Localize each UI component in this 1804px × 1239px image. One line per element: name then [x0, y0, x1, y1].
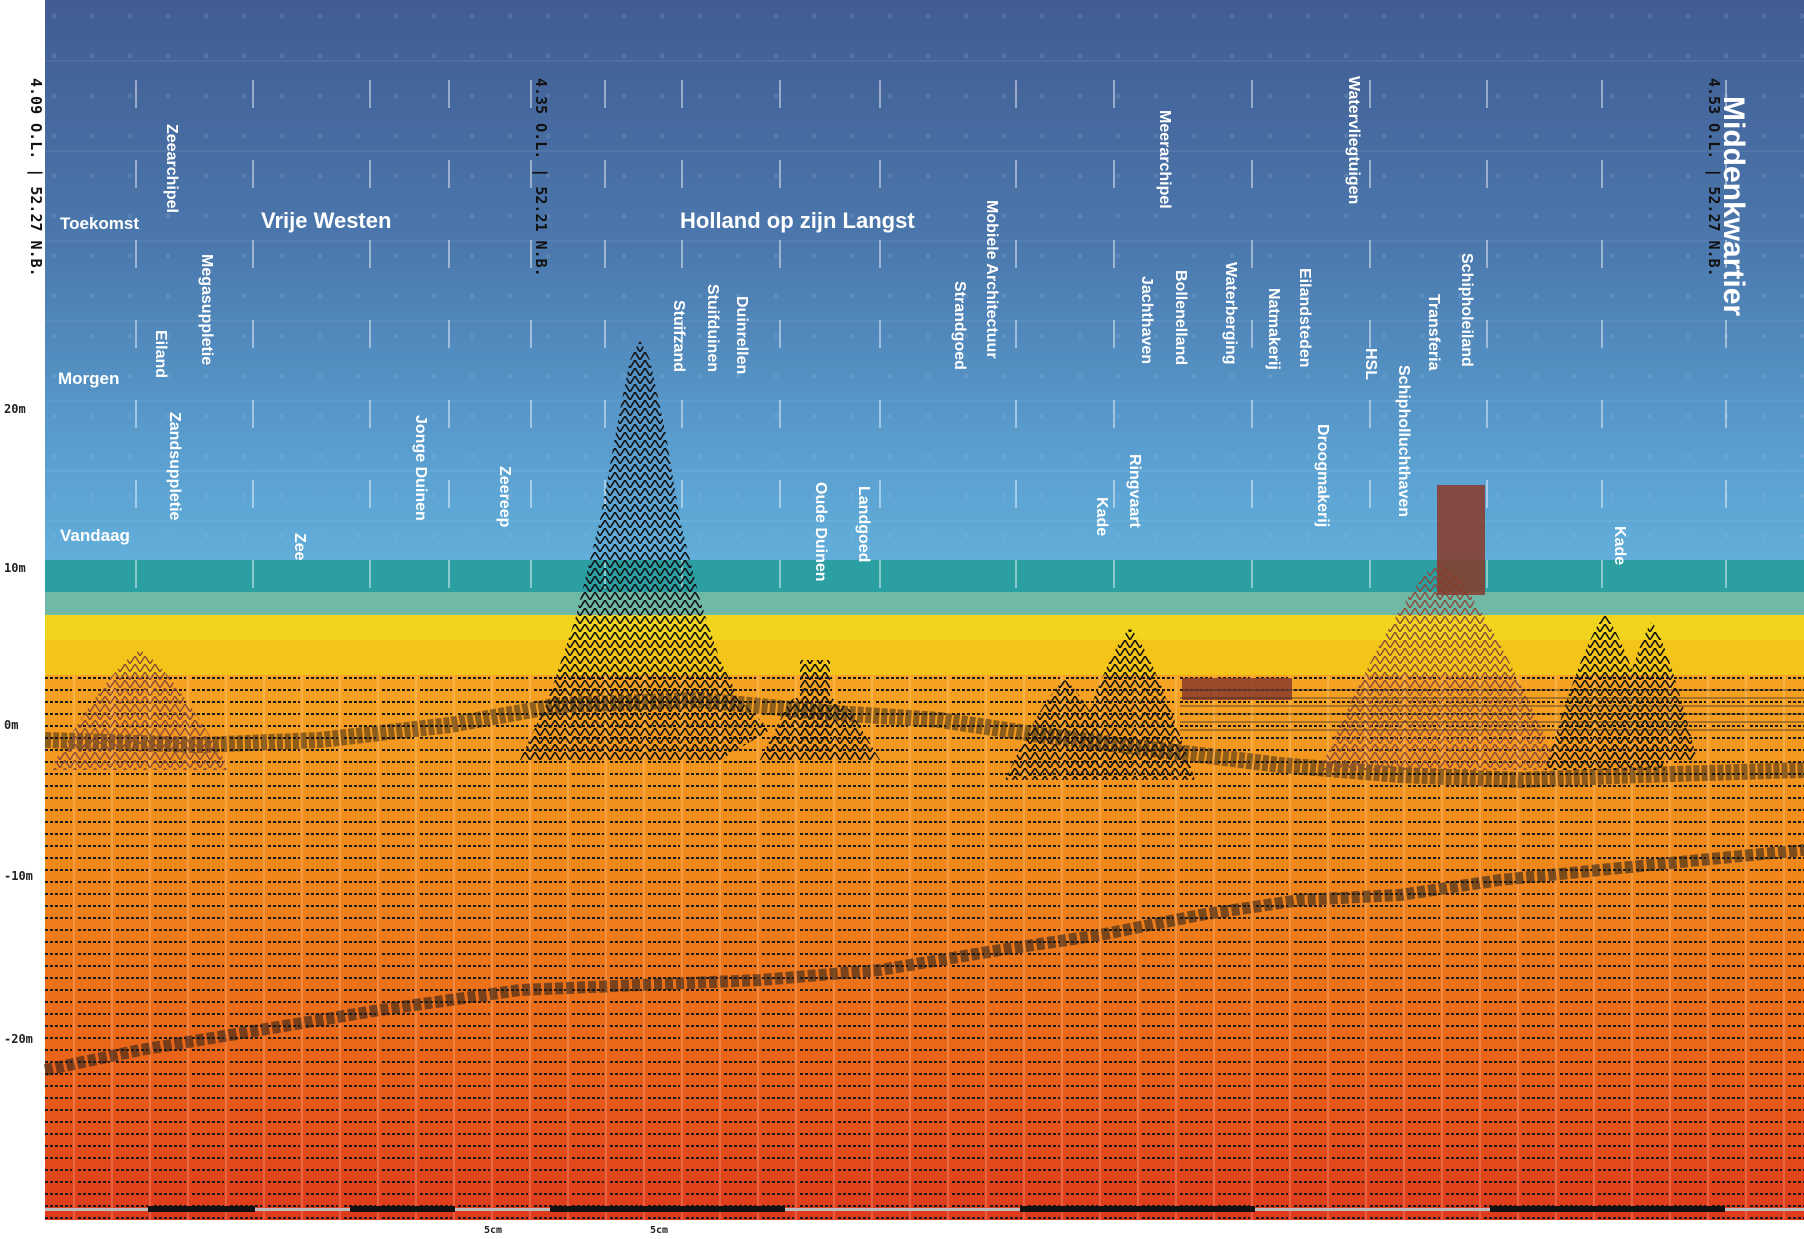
label-schipholeiland: Schipholeiland — [1458, 253, 1475, 367]
label-bollenelland: Bollenelland — [1172, 270, 1189, 366]
label-ringvaart: Ringvaart — [1126, 454, 1143, 528]
label-jonge-duinen: Jonge Duinen — [412, 415, 429, 521]
label-megasuppletie: Megasuppletie — [198, 254, 215, 366]
label-zandsuppletie: Zandsuppletie — [166, 412, 183, 521]
label-waterberging: Waterberging — [1222, 262, 1239, 365]
label-stuifzand: Stuifzand — [670, 300, 687, 372]
label-transferia: Transferia — [1425, 294, 1442, 371]
depth-label-minus20m: -20m — [4, 1032, 33, 1046]
label-eiland: Eiland — [152, 330, 169, 379]
label-kade-west: Kade — [1093, 497, 1110, 537]
region-label-holland-op-zijn-langst: Holland op zijn Langst — [680, 208, 915, 233]
label-oude-duinen: Oude Duinen — [812, 482, 829, 582]
depth-label-10m: 10m — [4, 561, 26, 575]
region-label-vrije-westen: Vrije Westen — [261, 208, 392, 233]
label-kade-east: Kade — [1611, 526, 1628, 566]
label-landgoed: Landgoed — [855, 486, 872, 563]
label-jachthaven: Jachthaven — [1138, 276, 1155, 365]
label-zee: Zee — [291, 533, 308, 561]
depth-label-minus10m: -10m — [4, 869, 33, 883]
coordinate-middle: 4.35 O.L. | 52.21 N.B. — [532, 78, 550, 277]
label-duinrellen: Duinrellen — [733, 296, 750, 375]
coordinate-west: 4.09 O.L. | 52.27 N.B. — [27, 78, 45, 277]
label-stuifduinen: Stuifduinen — [704, 284, 721, 372]
depth-label-20m: 20m — [4, 402, 26, 416]
scale-label-1: 5cm — [484, 1225, 503, 1236]
label-zeearchipel: Zeearchipel — [163, 124, 180, 213]
label-mobiele-architectuur: Mobiele Architectuur — [983, 200, 1000, 359]
label-droogmakerij: Droogmakerij — [1314, 424, 1331, 528]
depth-label-0m: 0m — [4, 718, 19, 732]
coordinate-east: 4.53 O.L. | 52.27 N.B. — [1705, 78, 1723, 277]
period-label-toekomst: Toekomst — [60, 214, 140, 233]
period-label-vandaag: Vandaag — [60, 526, 130, 545]
page-title: Middenkwartier — [1717, 96, 1750, 317]
label-strandgoed: Strandgoed — [951, 281, 968, 370]
label-watervliegtuigen: Watervliegtuigen — [1345, 76, 1362, 205]
label-natmakerij: Natmakerij — [1265, 288, 1282, 370]
label-zeereep: Zeereep — [496, 466, 513, 528]
period-label-morgen: Morgen — [58, 369, 120, 388]
label-schipholluchthaven: Schipholluchthaven — [1395, 365, 1412, 518]
label-hsl: HSL — [1362, 348, 1379, 380]
scale-label-2: 5cm — [650, 1225, 669, 1236]
label-eilandsteden: Eilandsteden — [1296, 268, 1313, 368]
label-meerarchipel: Meerarchipel — [1156, 110, 1173, 209]
